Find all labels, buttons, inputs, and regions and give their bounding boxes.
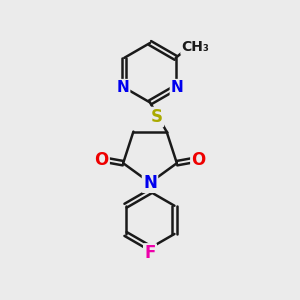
Text: N: N [116, 80, 129, 95]
Text: N: N [171, 80, 184, 95]
Text: N: N [143, 174, 157, 192]
Text: O: O [94, 151, 109, 169]
Text: F: F [144, 244, 156, 262]
Text: CH₃: CH₃ [182, 40, 209, 54]
Text: O: O [191, 151, 206, 169]
Text: S: S [151, 108, 163, 126]
